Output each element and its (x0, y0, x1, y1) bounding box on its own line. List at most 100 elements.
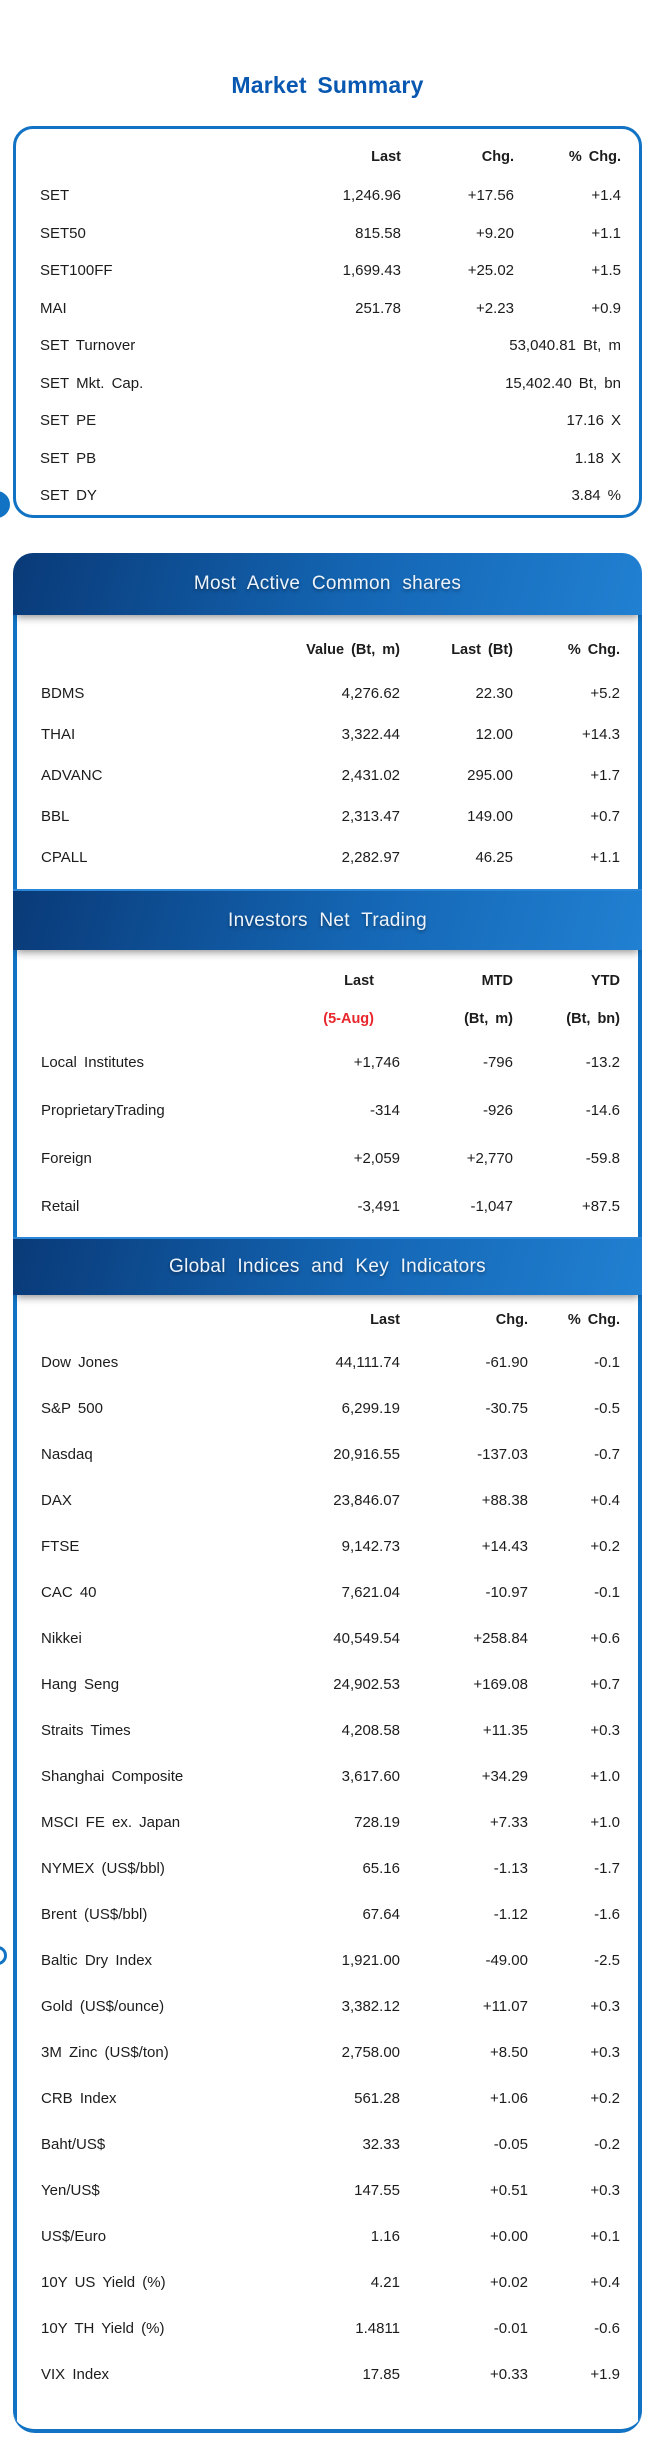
table-row: Dow Jones 44,111.74 -61.90 -0.1 (17, 1339, 638, 1385)
value-1: 1,921.00 (341, 1951, 400, 1969)
value-3: -0.6 (594, 2319, 620, 2337)
value-1: 15,402.40 (505, 374, 572, 392)
value-1: 2,282.97 (341, 849, 400, 866)
value-3: -0.1 (594, 1353, 620, 1371)
row-label: VIX Index (41, 2365, 110, 2383)
most-active-rows: BDMS 4,276.62 22.30 +5.2 THAI 3,322.44 12.00 +1… (17, 673, 638, 878)
value-2: +0.33 (490, 2365, 528, 2383)
value-unit: X (610, 412, 621, 430)
value-2: -0.05 (493, 2135, 528, 2153)
value-3: +0.2 (590, 1537, 620, 1555)
value-3: +0.7 (590, 808, 620, 825)
value-2: 149.00 (467, 808, 513, 825)
value-3: +1.1 (591, 224, 621, 242)
column-header-ytd: YTD (591, 973, 620, 989)
value-1: 3.84 (571, 487, 601, 505)
value-1: 728.19 (354, 1813, 400, 1831)
value-3: -1.7 (594, 1859, 620, 1877)
value-3: +1.0 (590, 1767, 620, 1785)
value-2: +34.29 (481, 1767, 528, 1785)
row-label: Dow Jones (41, 1353, 119, 1371)
table-row: DAX 23,846.07 +88.38 +0.4 (17, 1477, 638, 1523)
column-header-last: Last (371, 149, 401, 165)
value-2: +0.00 (490, 2227, 528, 2245)
row-label: Shanghai Composite (41, 1767, 184, 1785)
table-row: Yen/US$ 147.55 +0.51 +0.3 (17, 2167, 638, 2213)
value-1: +1,746 (353, 1053, 400, 1071)
table-row: FTSE 9,142.73 +14.43 +0.2 (17, 1523, 638, 1569)
value-3: +1.9 (590, 2365, 620, 2383)
table-row: Gold (US$/ounce) 3,382.12 +11.07 +0.3 (17, 1983, 638, 2029)
row-label: Yen/US$ (41, 2181, 100, 2199)
value-3: -1.6 (594, 1905, 620, 1923)
value-2: -1.12 (493, 1905, 528, 1923)
row-label: Local Institutes (41, 1053, 145, 1071)
value-3: +5.2 (590, 685, 620, 702)
row-label: CRB Index (41, 2089, 117, 2107)
value-2: +14.43 (481, 1537, 528, 1555)
row-label: SET (40, 187, 70, 205)
table-header-row: Last Chg. % Chg. (17, 1301, 638, 1339)
value-1: 17.16 (566, 412, 604, 430)
market-summary-box: Last Chg. % Chg. SET 1,246.96 +17.56 +1.4 SE… (13, 126, 642, 518)
row-label: Nikkei (41, 1629, 82, 1647)
value-1: 4,208.58 (341, 1721, 400, 1739)
table-row: Nasdaq 20,916.55 -137.03 -0.7 (17, 1431, 638, 1477)
value-1: 4,276.62 (341, 685, 400, 702)
value-unit: Bt, m (582, 337, 621, 355)
value-1: 561.28 (354, 2089, 400, 2107)
row-label: FTSE (41, 1537, 80, 1555)
value-1: 20,916.55 (333, 1445, 400, 1463)
table-row: Straits Times 4,208.58 +11.35 +0.3 (17, 1707, 638, 1753)
value-3: -13.2 (585, 1053, 620, 1071)
value-2: -926 (482, 1101, 513, 1119)
value-1: 3,322.44 (341, 726, 400, 743)
value-2: -61.90 (485, 1353, 528, 1371)
value-2: 46.25 (475, 849, 513, 866)
value-2: -0.01 (493, 2319, 528, 2337)
value-3: +1.5 (591, 262, 621, 280)
value-2: +169.08 (473, 1675, 528, 1693)
column-header-last: Last (344, 973, 374, 989)
table-row: 10Y TH Yield (%) 1.4811 -0.01 -0.6 (17, 2305, 638, 2351)
value-3: -0.7 (594, 1445, 620, 1463)
column-header-chg: Chg. (481, 149, 514, 165)
table-row: SET PB 1.18 X (16, 440, 639, 478)
table-row: ProprietaryTrading -314 -926 -14.6 (17, 1086, 638, 1134)
value-3: +0.3 (590, 2181, 620, 2199)
value-1: 2,313.47 (341, 808, 400, 825)
value-3: -0.5 (594, 1399, 620, 1417)
row-label: SET DY (40, 487, 97, 505)
column-header-value: Value (Bt, m) (306, 642, 400, 658)
row-label: MSCI FE ex. Japan (41, 1813, 181, 1831)
value-1: 3,617.60 (341, 1767, 400, 1785)
table-row: S&P 500 6,299.19 -30.75 -0.5 (17, 1385, 638, 1431)
table-row: CAC 40 7,621.04 -10.97 -0.1 (17, 1569, 638, 1615)
value-2: +9.20 (476, 224, 514, 242)
value-1: 1,246.96 (342, 187, 401, 205)
value-1: 3,382.12 (341, 1997, 400, 2015)
row-label: DAX (41, 1491, 72, 1509)
table-row: THAI 3,322.44 12.00 +14.3 (17, 714, 638, 755)
value-1: 251.78 (355, 299, 401, 317)
value-2: 295.00 (467, 767, 513, 784)
table-row: SET 1,246.96 +17.56 +1.4 (16, 177, 639, 215)
column-header-pct-chg: % Chg. (567, 642, 620, 658)
row-label: Retail (41, 1197, 80, 1215)
table-row: Foreign +2,059 +2,770 -59.8 (17, 1134, 638, 1182)
table-row: Hang Seng 24,902.53 +169.08 +0.7 (17, 1661, 638, 1707)
value-2: +0.51 (490, 2181, 528, 2199)
row-label: SET PB (40, 449, 97, 467)
value-unit: X (610, 449, 621, 467)
table-row: Brent (US$/bbl) 67.64 -1.12 -1.6 (17, 1891, 638, 1937)
table-row: Local Institutes +1,746 -796 -13.2 (17, 1038, 638, 1086)
market-summary-rows: SET 1,246.96 +17.56 +1.4 SET50 815.58 +9.20 +1.… (16, 177, 639, 515)
column-header-last: Last (370, 1312, 400, 1328)
value-2: -30.75 (485, 1399, 528, 1417)
row-label: Straits Times (41, 1721, 131, 1739)
value-2: +0.02 (490, 2273, 528, 2291)
value-1: 815.58 (355, 224, 401, 242)
value-2: 12.00 (475, 726, 513, 743)
table-subheader-row: (5-Aug) (Bt, m) (Bt, bn) (17, 1000, 638, 1038)
